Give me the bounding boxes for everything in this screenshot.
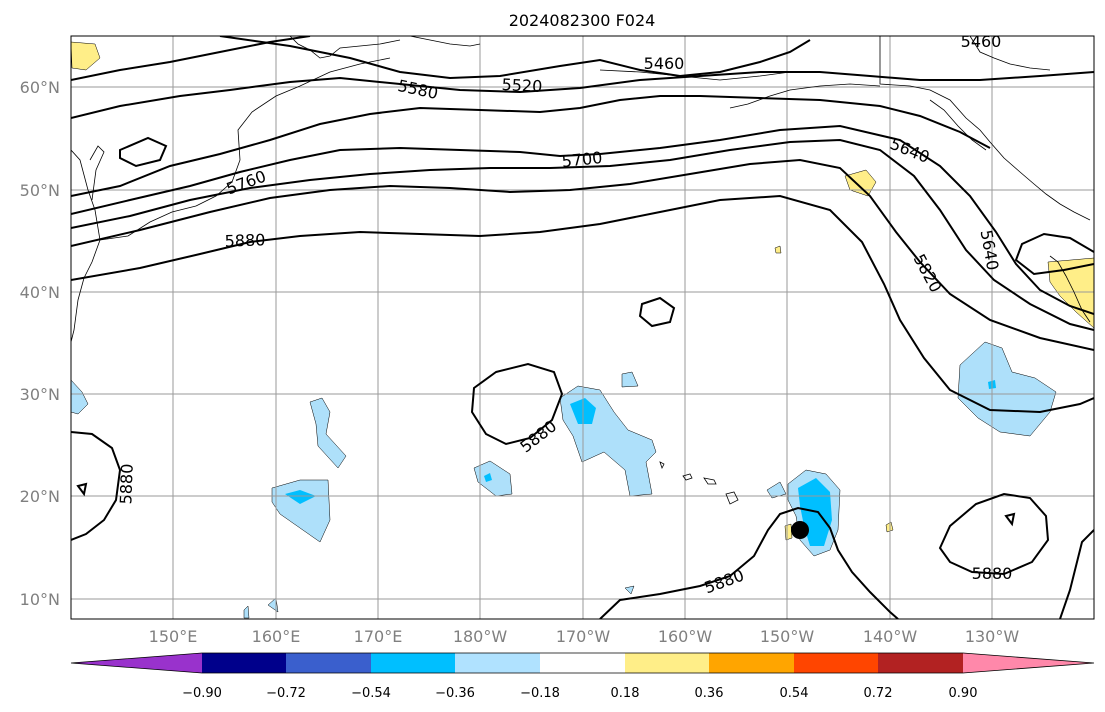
contour-label: 5880 — [224, 230, 265, 250]
colorbar-segment — [878, 653, 963, 673]
colorbar-tick-label: −0.72 — [266, 686, 306, 701]
contour-label: 5880 — [972, 564, 1013, 583]
colorbar-tick-label: −0.18 — [520, 686, 560, 701]
colorbar — [70, 652, 1095, 674]
lon-label: 160°E — [252, 627, 301, 646]
colorbar-segment — [709, 653, 794, 673]
colorbar-tick-label: −0.36 — [435, 686, 475, 701]
lat-label: 60°N — [20, 78, 60, 97]
colorbar-tick-label: 0.18 — [611, 686, 640, 701]
contour-label: 5700 — [561, 148, 603, 171]
lat-label: 20°N — [20, 487, 60, 506]
lon-label: 170°E — [354, 627, 403, 646]
colorbar-outline — [70, 652, 1095, 674]
colorbar-tick-label: 0.36 — [695, 686, 724, 701]
map-frame — [70, 35, 1095, 620]
contour-label: 5460 — [644, 54, 685, 73]
colorbar-segment — [794, 653, 878, 673]
storm-position-marker — [791, 521, 809, 539]
colorbar-tick-label: −0.54 — [351, 686, 391, 701]
lat-label: 10°N — [20, 590, 60, 609]
contour-label: 5460 — [961, 32, 1002, 51]
height-contours — [71, 36, 1094, 619]
colorbar-tick-label: 0.54 — [780, 686, 809, 701]
lon-label: 170°W — [556, 627, 611, 646]
lat-label: 40°N — [20, 283, 60, 302]
map-area: 5460 5460 5520 5580 5640 5640 5700 5760 … — [71, 32, 1094, 619]
colorbar-tick-label: −0.90 — [182, 686, 222, 701]
lon-label: 180°W — [453, 627, 508, 646]
colorbar-tick-label: 0.90 — [949, 686, 978, 701]
colorbar-segment — [286, 653, 371, 673]
coastlines — [71, 36, 1091, 505]
lon-label: 130°W — [965, 627, 1020, 646]
lon-label: 150°E — [149, 627, 198, 646]
colorbar-segment — [371, 653, 455, 673]
colorbar-tick-label: 0.72 — [864, 686, 893, 701]
lon-label: 150°W — [760, 627, 815, 646]
latitude-labels: 60°N 50°N 40°N 30°N 20°N 10°N — [20, 78, 60, 609]
lat-label: 50°N — [20, 181, 60, 200]
colorbar-segment — [540, 653, 625, 673]
colorbar-segment — [455, 653, 540, 673]
lat-label: 30°N — [20, 385, 60, 404]
colorbar-tick-labels: −0.90 −0.72 −0.54 −0.36 −0.18 0.18 0.36 … — [182, 686, 977, 701]
longitude-labels: 150°E 160°E 170°E 180°W 170°W 160°W 150°… — [149, 627, 1020, 646]
lon-label: 140°W — [863, 627, 918, 646]
contour-label: 5880 — [116, 463, 136, 504]
colorbar-segment — [625, 653, 709, 673]
colorbar-segment — [963, 653, 1094, 673]
colorbar-segment — [71, 653, 202, 673]
contour-label: 5520 — [501, 75, 543, 96]
lon-label: 160°W — [658, 627, 713, 646]
colorbar-segment — [202, 653, 286, 673]
figure-title: 2024082300 F024 — [509, 11, 656, 30]
